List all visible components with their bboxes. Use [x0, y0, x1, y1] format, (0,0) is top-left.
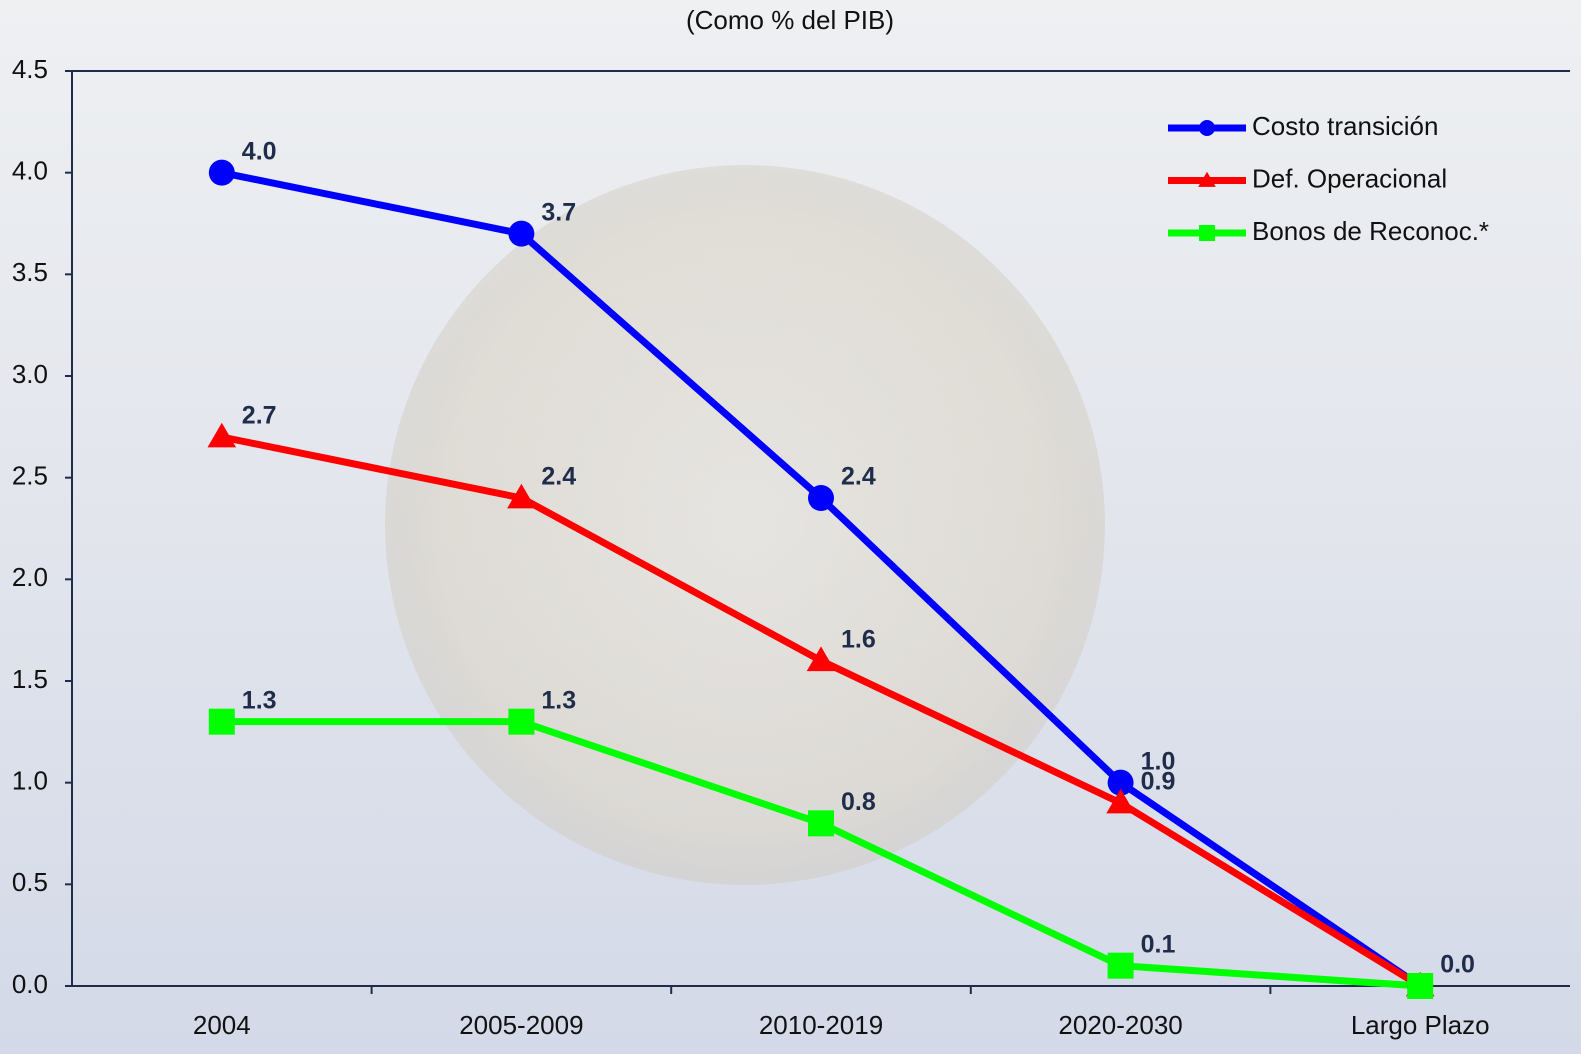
- x-tick-label: 2004: [193, 1010, 251, 1040]
- data-label: 1.3: [242, 686, 277, 714]
- legend-label: Def. Operacional: [1252, 163, 1447, 193]
- marker: [808, 485, 834, 511]
- marker: [209, 160, 235, 186]
- data-label: 2.7: [242, 402, 277, 430]
- y-tick-label: 3.5: [12, 257, 48, 287]
- background-image: [385, 165, 1105, 885]
- data-label: 1.3: [541, 686, 576, 714]
- y-tick-label: 2.0: [12, 562, 48, 592]
- data-label: 2.4: [541, 463, 576, 491]
- legend-label: Bonos de Reconoc.*: [1252, 216, 1489, 246]
- marker: [1199, 120, 1215, 136]
- y-tick-label: 1.0: [12, 766, 48, 796]
- x-tick-label: 2020-2030: [1058, 1010, 1182, 1040]
- y-tick-label: 3.0: [12, 359, 48, 389]
- marker: [1407, 973, 1433, 999]
- marker: [808, 810, 834, 836]
- marker: [209, 709, 235, 735]
- data-label: 1.6: [841, 625, 876, 653]
- y-tick-label: 4.5: [12, 54, 48, 84]
- y-tick-label: 1.5: [12, 664, 48, 694]
- data-label: 0.8: [841, 788, 876, 816]
- data-label: 3.7: [541, 198, 576, 226]
- chart: (Como % del PIB) 0.0 0.5 1.0 1.5 2.0 2.5 3.0 3.…: [0, 0, 1581, 1054]
- marker: [1199, 225, 1215, 241]
- marker: [1108, 953, 1134, 979]
- data-label: 0.0: [1440, 951, 1475, 979]
- y-tick-label: 0.5: [12, 867, 48, 897]
- data-label: 0.9: [1141, 768, 1176, 796]
- page: {"chart_data": {"type": "line", "subtitl…: [0, 0, 1581, 1054]
- data-label: 2.4: [841, 463, 876, 491]
- y-tick-label: 0.0: [12, 969, 48, 999]
- marker: [508, 221, 534, 247]
- y-tick-label: 4.0: [12, 156, 48, 186]
- y-tick-label: 2.5: [12, 461, 48, 491]
- data-label: 4.0: [242, 137, 277, 165]
- data-label: 0.1: [1141, 930, 1176, 958]
- x-tick-label: Largo Plazo: [1351, 1010, 1490, 1040]
- chart-subtitle: (Como % del PIB): [686, 5, 894, 35]
- x-tick-label: 2005-2009: [459, 1010, 583, 1040]
- x-tick-label: 2010-2019: [759, 1010, 883, 1040]
- marker: [508, 709, 534, 735]
- legend-label: Costo transición: [1252, 111, 1438, 141]
